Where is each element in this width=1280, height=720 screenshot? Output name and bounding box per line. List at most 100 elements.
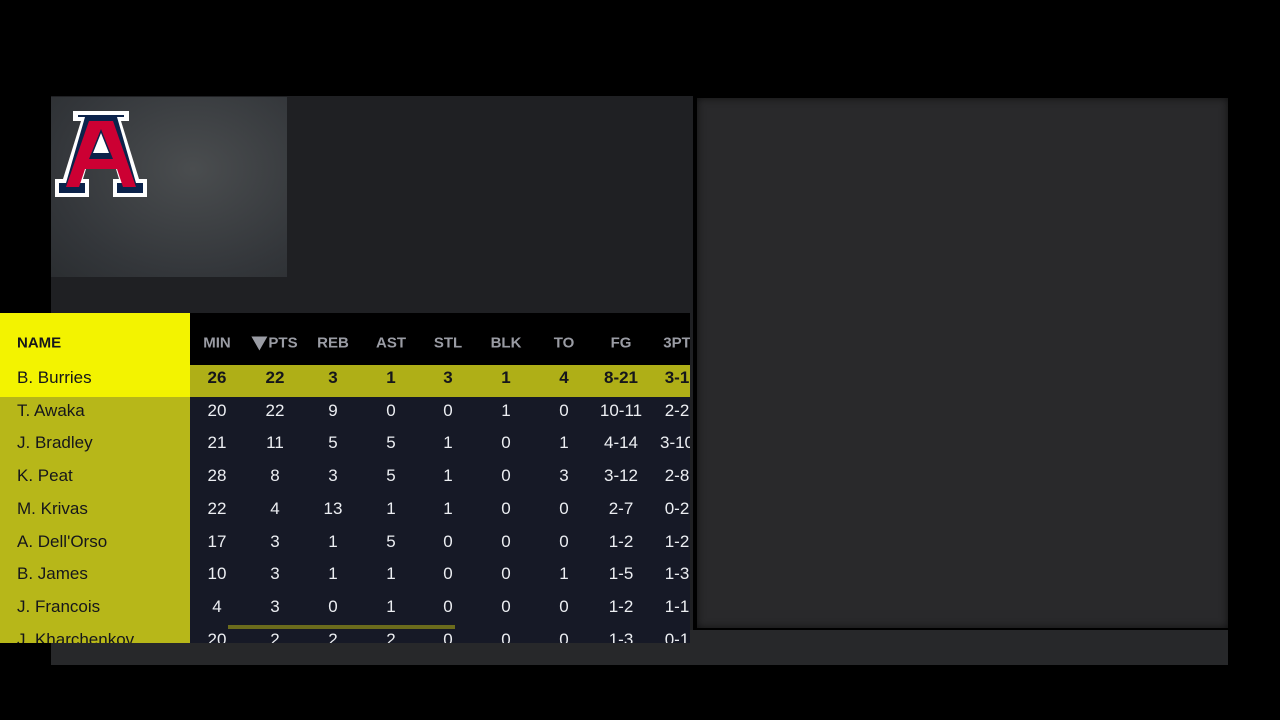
stat-cell: 4-14 [603,433,639,453]
box-score-table: NAME MIN PTS REB AST STL BLK TO FG 3PT B. Burries 2… [0,313,690,643]
column-header[interactable]: STL [433,334,463,352]
stat-cell: 0 [501,433,511,453]
stat-cell: 3-10 [659,433,690,453]
stat-cell: 8 [270,466,280,486]
player-name[interactable]: B. James [17,564,88,584]
column-header[interactable]: BLK [490,334,522,352]
side-panel [697,98,1228,628]
stat-cell: 0 [501,629,511,643]
stat-cell: 1-1 [664,596,690,616]
stat-cell: 0 [443,400,453,420]
column-header[interactable]: NAME [17,334,62,352]
stat-cell: 4 [270,498,280,518]
stat-cell: 1 [559,564,569,584]
stat-cell: 9 [328,400,338,420]
column-header[interactable]: FG [610,334,632,352]
stat-cell: 2 [270,629,280,643]
column-header[interactable]: AST [376,334,406,352]
stat-cell: 3 [559,466,569,486]
stat-cell: 22 [265,400,285,420]
stat-cell: 1 [328,531,338,551]
stat-cell: 1 [559,433,569,453]
player-name[interactable]: K. Peat [17,466,73,486]
player-name[interactable]: J. Kharchenkov [17,629,135,643]
stat-cell: 2 [386,629,396,643]
sort-indicator [251,336,268,351]
stat-cell: 10 [207,564,227,584]
player-name[interactable]: J. Bradley [17,433,93,453]
stat-cell: 0 [559,498,569,518]
stat-cell: 1 [443,433,453,453]
stat-cell: 0-2 [664,498,690,518]
scrollbar[interactable] [228,625,455,629]
stat-cell: 0 [501,466,511,486]
stat-cell: 0 [559,400,569,420]
column-header[interactable]: MIN [203,334,231,352]
stat-cell: 17 [207,531,227,551]
stat-cell: 20 [207,629,227,643]
stat-cell: 2-7 [608,498,634,518]
name-header-highlight [0,313,190,397]
stat-cell: 13 [323,498,343,518]
stat-cell: 1-2 [664,531,690,551]
stat-cell: 0 [328,596,338,616]
stat-cell: 22 [207,498,227,518]
stat-cell: 2-8 [664,466,690,486]
stat-cell: 1 [386,596,396,616]
stat-cell: 2 [328,629,338,643]
stat-cell: 3 [270,596,280,616]
stats-header [190,313,690,365]
column-header[interactable]: TO [553,334,575,352]
stat-cell: 22 [265,368,285,387]
stat-cell: 11 [266,433,284,453]
stat-cell: 5 [386,433,396,453]
stat-cell: 1 [443,466,453,486]
player-name[interactable]: J. Francois [17,596,101,616]
stat-cell: 0 [501,498,511,518]
stat-cell: 10-11 [599,400,643,420]
player-name[interactable]: M. Krivas [17,498,88,518]
stat-cell: 1 [328,564,338,584]
stat-cell: 1-5 [608,564,634,584]
team-logo [55,111,147,197]
stat-cell: 1 [386,564,396,584]
stat-cell: 3-12 [603,466,639,486]
stat-cell: 0 [501,564,511,584]
stat-cell: 0 [559,629,569,643]
stat-cell: 1 [501,368,511,387]
player-name[interactable]: T. Awaka [17,400,85,420]
stat-cell: 0 [386,400,396,420]
column-header[interactable]: REB [317,334,349,352]
stat-cell: 3 [328,368,338,387]
stat-cell: 2-2 [664,400,690,420]
stat-cell: 1 [386,498,396,518]
stat-cell: 1 [501,400,511,420]
stat-cell: 5 [386,531,396,551]
stat-cell: 1 [386,368,396,387]
stat-cell: 3 [328,466,338,486]
column-header[interactable]: 3PT [663,334,690,352]
stat-cell: 1 [443,498,453,518]
stat-cell: 26 [207,368,227,387]
stat-cell: 1-2 [608,596,634,616]
stat-cell: 5 [328,433,338,453]
player-name[interactable]: B. Burries [17,368,92,387]
stat-cell: 0 [559,531,569,551]
player-name[interactable]: A. Dell'Orso [17,531,108,551]
stat-cell: 3 [270,564,280,584]
stat-cell: 1-3 [608,629,634,643]
stat-cell: 28 [207,466,227,486]
stat-cell: 0 [443,564,453,584]
stat-cell: 1-3 [664,564,690,584]
stat-cell: 0 [443,596,453,616]
stat-cell: 20 [207,400,227,420]
stat-cell: 0 [501,531,511,551]
stat-cell: 0-1 [664,629,690,643]
stat-cell: 3 [443,368,453,387]
stat-cell: 21 [207,433,227,453]
stat-cell: 0 [443,629,453,643]
stat-cell: 4 [559,368,569,387]
selected-row-highlight [190,365,690,397]
column-header[interactable]: PTS [251,335,298,352]
